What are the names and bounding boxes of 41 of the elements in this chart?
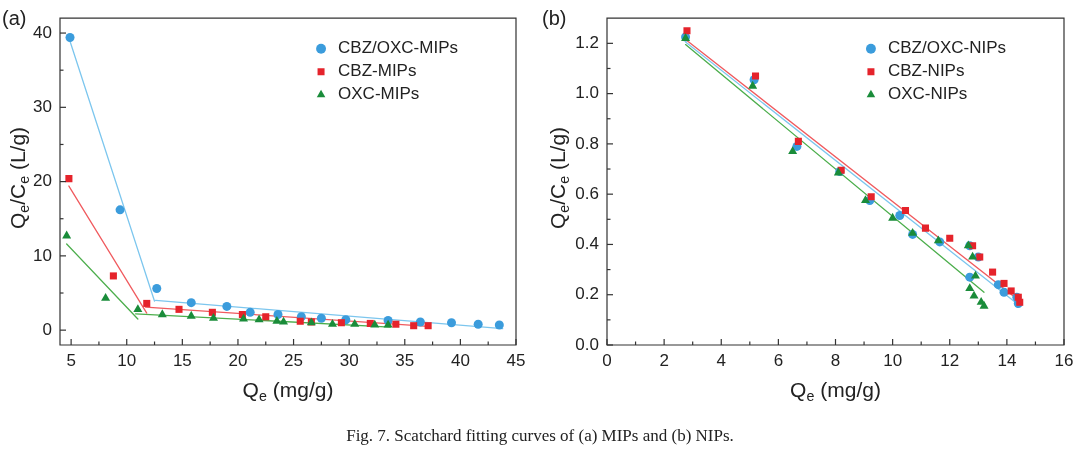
chart-title: (a) xyxy=(2,6,27,30)
y-tick-label: 10 xyxy=(33,245,52,265)
x-tick-label: 25 xyxy=(284,350,304,370)
x-tick-label: 8 xyxy=(830,350,841,370)
x-tick-label: 16 xyxy=(1054,350,1074,370)
legend-label: CBZ-NIPs xyxy=(887,61,965,81)
x-tick-label: 6 xyxy=(773,350,784,370)
y-tick-label: 0.2 xyxy=(575,284,599,304)
legend-label: CBZ/OXC-NIPs xyxy=(887,38,1006,58)
y-tick-label: 0 xyxy=(42,319,52,339)
y-tick-label: 0.4 xyxy=(575,234,599,254)
x-tick-label: 35 xyxy=(395,350,415,370)
legend-label: CBZ-MIPs xyxy=(338,61,417,81)
caption: Fig. 7. Scatchard fitting curves of (a) MIPs and (b) NIPs. xyxy=(345,426,735,446)
x-tick-label: 10 xyxy=(883,350,903,370)
x-tick-label: 10 xyxy=(117,350,137,370)
x-tick-label: 40 xyxy=(450,350,470,370)
y-tick-label: 20 xyxy=(33,171,52,191)
x-tick-label: 0 xyxy=(602,350,612,370)
y-tick-label: 1.0 xyxy=(575,83,599,103)
x-axis-title: Q$_{e}$ (mg/g) xyxy=(242,378,334,405)
legend-label: CBZ/OXC-MIPs xyxy=(338,38,459,58)
y-tick-label: 0.8 xyxy=(575,133,599,153)
x-tick-label: 4 xyxy=(716,350,726,370)
x-tick-label: 5 xyxy=(66,350,76,370)
x-tick-label: 45 xyxy=(506,350,526,370)
y-tick-label: 1.2 xyxy=(575,33,599,53)
x-tick-label: 30 xyxy=(339,350,359,370)
legend-label: OXC-MIPs xyxy=(338,84,420,104)
x-tick-label: 2 xyxy=(659,350,669,370)
x-tick-label: 14 xyxy=(997,350,1017,370)
y-tick-label: 0.0 xyxy=(575,334,599,354)
y-tick-label: 40 xyxy=(33,22,52,42)
y-tick-label: 30 xyxy=(33,97,52,117)
x-tick-label: 12 xyxy=(940,350,960,370)
x-tick-label: 20 xyxy=(228,350,248,370)
chart-title: (b) xyxy=(542,6,567,30)
legend-label: OXC-NIPs xyxy=(887,84,968,104)
x-axis-title: Q$_{e}$ (mg/g) xyxy=(790,378,881,405)
y-tick-label: 0.6 xyxy=(575,183,599,203)
x-tick-label: 15 xyxy=(172,350,192,370)
